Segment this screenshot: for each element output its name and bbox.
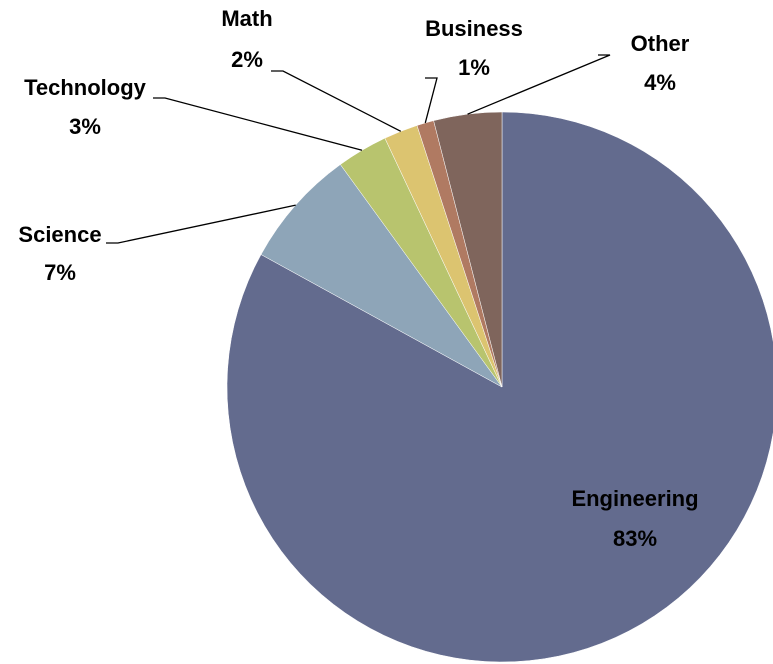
slice-value-label: 4% [644,70,676,95]
leader-line [106,204,296,244]
slice-value-label: 83% [613,526,657,551]
slice-label: Other [631,31,690,56]
leader-line [424,77,438,124]
slice-label: Engineering [571,486,698,511]
slice-label: Business [425,16,523,41]
leader-line [271,70,402,132]
slice-value-label: 7% [44,260,76,285]
slice-value-label: 2% [231,47,263,72]
leader-line [153,97,363,151]
slice-value-label: 3% [69,114,101,139]
pie-slice [433,111,503,388]
pie-slice [226,111,773,663]
slice-label: Science [18,222,101,247]
pie-slice [260,164,503,388]
leader-line [467,54,611,115]
slice-label: Technology [24,75,147,100]
slice-label: Math [221,6,272,31]
slice-value-label: 1% [458,55,490,80]
